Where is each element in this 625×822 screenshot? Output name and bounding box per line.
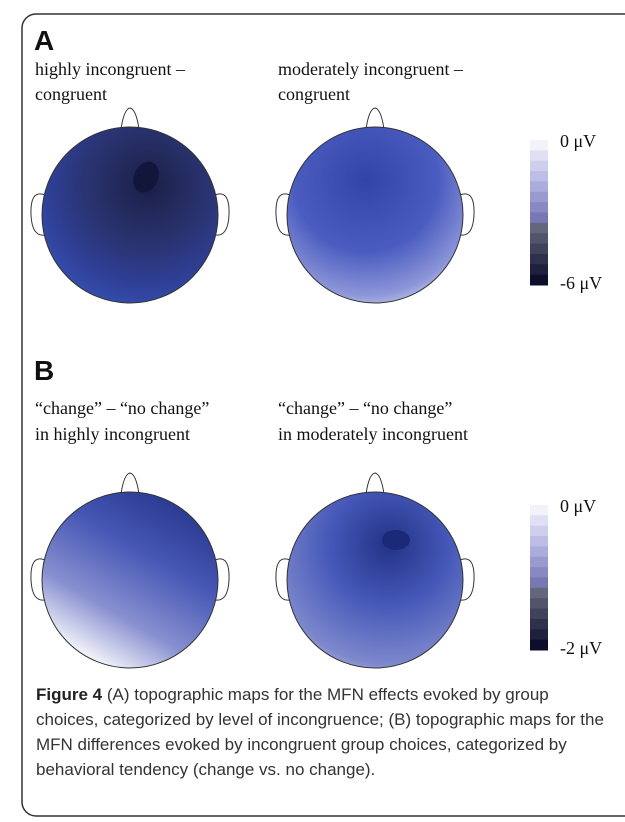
- topographic-map: [286, 491, 464, 669]
- map-title: moderately incongruent –: [278, 59, 464, 79]
- colorbar-label: -6 μV: [560, 273, 602, 293]
- nose: [120, 107, 140, 130]
- colorbar-band: [530, 556, 548, 568]
- colorbar-band: [530, 629, 548, 641]
- colorbar-label: -2 μV: [560, 638, 602, 658]
- caption-label: Figure 4: [36, 685, 103, 704]
- colorbar-band: [530, 243, 548, 255]
- panel-label: B: [34, 355, 54, 386]
- ear: [30, 558, 46, 601]
- map-title: in moderately incongruent: [278, 424, 468, 444]
- colorbar-band: [530, 181, 548, 193]
- colorbar-band: [530, 274, 548, 286]
- ear: [459, 558, 475, 601]
- frame: [21, 13, 625, 817]
- ear: [275, 558, 291, 601]
- colorbar-band: [530, 160, 548, 172]
- topographic-map: [41, 126, 219, 304]
- ear: [275, 193, 291, 236]
- colorbar-band: [530, 222, 548, 234]
- colorbar-band: [530, 598, 548, 610]
- peak: [382, 530, 410, 550]
- colorbar-band: [530, 618, 548, 630]
- peak: [133, 161, 159, 193]
- map-title: “change” – “no change”: [278, 398, 452, 418]
- map-title: “change” – “no change”: [35, 398, 209, 418]
- topographic-map: [286, 126, 464, 304]
- colorbar-band: [530, 525, 548, 537]
- colorbar-band: [530, 546, 548, 558]
- colorbar-band: [530, 639, 548, 651]
- topographic-map: [41, 491, 219, 669]
- nose: [120, 472, 140, 495]
- colorbar-label: 0 μV: [560, 131, 596, 151]
- colorbar-band: [530, 608, 548, 620]
- map-title: congruent: [35, 84, 107, 104]
- ear: [214, 558, 230, 601]
- colorbar-band: [530, 191, 548, 203]
- colorbar-band: [530, 505, 548, 516]
- ear: [214, 193, 230, 236]
- colorbar-band: [530, 536, 548, 547]
- map-title: congruent: [278, 84, 350, 104]
- colorbar-band: [530, 202, 548, 213]
- nose: [365, 472, 385, 495]
- map-title: highly incongruent –: [35, 59, 186, 79]
- colorbar-band: [530, 587, 548, 599]
- colorbar-band: [530, 140, 548, 151]
- colorbar-band: [530, 171, 548, 182]
- colorbar-label: 0 μV: [560, 496, 596, 516]
- colorbar-band: [530, 212, 548, 224]
- panel-label: A: [34, 25, 54, 56]
- colorbar-band: [530, 515, 548, 527]
- caption-text: (A) topographic maps for the MFN effects…: [36, 685, 604, 779]
- caption: Figure 4 (A) topographic maps for the MF…: [36, 682, 611, 782]
- colorbar-band: [530, 567, 548, 578]
- ear: [30, 193, 46, 236]
- colorbar-band: [530, 577, 548, 589]
- nose: [365, 107, 385, 130]
- ear: [459, 193, 475, 236]
- colorbar-band: [530, 264, 548, 276]
- colorbar-band: [530, 253, 548, 265]
- map-title: in highly incongruent: [35, 424, 190, 444]
- colorbar-band: [530, 150, 548, 162]
- colorbar-band: [530, 233, 548, 245]
